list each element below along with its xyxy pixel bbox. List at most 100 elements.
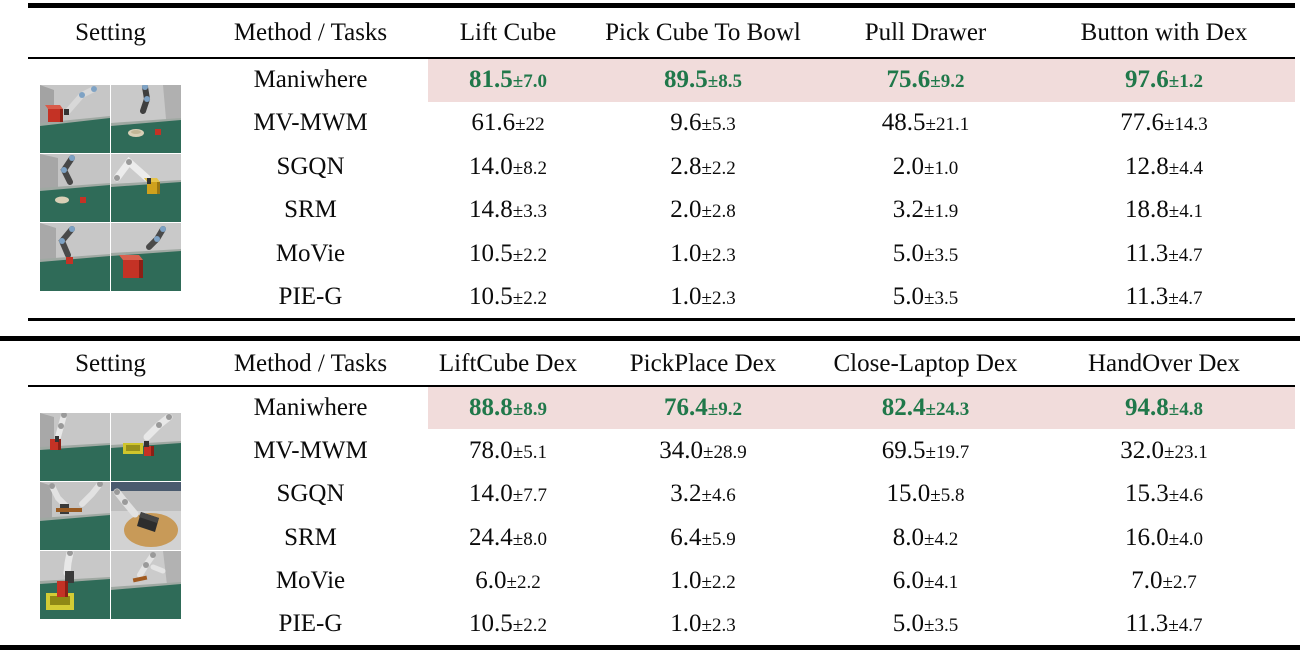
value-cell: 1.0±2.3	[588, 276, 818, 320]
value-std: ±2.3	[701, 615, 736, 637]
table-row-pie-g: PIE-G 10.5±2.2 1.0±2.3 5.0±3.5 11.3±4.7	[28, 276, 1295, 320]
header-liftcube-dex: LiftCube Dex	[428, 342, 588, 387]
value-cell: 88.8±8.9	[428, 386, 588, 430]
value-std: ±4.4	[1168, 157, 1203, 179]
value-main: 69.5	[881, 436, 926, 464]
value-std: ±4.7	[1168, 287, 1203, 309]
value-std: ±1.2	[1168, 71, 1203, 93]
value-cell: 12.8±4.4	[1033, 145, 1295, 189]
value-std: ±2.3	[701, 287, 736, 309]
value-cell: 78.0±5.1	[428, 429, 588, 472]
value-std: ±2.8	[701, 201, 736, 223]
setting-thumb-grid	[28, 413, 193, 620]
method-cell: PIE-G	[278, 610, 343, 638]
robot-bowl-and-cube-scene	[111, 85, 181, 154]
method-cell: SGQN	[276, 152, 345, 180]
value-cell: 77.6±14.3	[1033, 102, 1295, 146]
value-std: ±4.8	[1168, 399, 1203, 421]
value-cell: 3.2±1.9	[818, 189, 1033, 233]
value-cell: 10.5±2.2	[428, 602, 588, 645]
setting-thumbnails-cell	[28, 58, 193, 319]
value-cell: 5.0±3.5	[818, 276, 1033, 320]
value-main: 89.5	[664, 66, 708, 94]
results-table-arm-tasks: Setting Method / Tasks Lift Cube Pick Cu…	[28, 3, 1295, 321]
robot-cube-in-yellow-box-scene	[40, 551, 110, 620]
value-main: 9.6	[670, 109, 702, 137]
value-std: ±5.9	[701, 528, 736, 550]
value-main: 14.8	[469, 196, 513, 224]
value-cell: 9.6±5.3	[588, 102, 818, 146]
method-cell: MoVie	[275, 239, 346, 267]
value-std: ±4.0	[1168, 528, 1203, 550]
value-main: 10.5	[469, 239, 513, 267]
value-cell: 94.8±4.8	[1033, 386, 1295, 430]
table-row-mv-mwm: MV-MWM 78.0±5.1 34.0±28.9 69.5±19.7 32.0…	[28, 429, 1295, 472]
table-row-sgqn: SGQN 14.0±7.7 3.2±4.6 15.0±5.8 15.3±4.6	[28, 473, 1295, 516]
value-cell: 61.6±22	[428, 102, 588, 146]
value-main: 15.0	[886, 480, 931, 508]
robot-yellow-tray-cube-scene	[111, 413, 181, 482]
value-main: 7.0	[1131, 566, 1163, 594]
value-cell: 34.0±28.9	[588, 429, 818, 472]
value-cell: 5.0±3.5	[818, 602, 1033, 645]
robot-large-red-cube-scene	[111, 223, 181, 292]
table-row-movie: MoVie 6.0±2.2 1.0±2.2 6.0±4.1 7.0±2.7	[28, 559, 1295, 602]
value-main: 2.0	[670, 196, 702, 224]
method-cell: SRM	[284, 523, 337, 551]
value-cell: 48.5±21.1	[818, 102, 1033, 146]
value-std: ±4.6	[701, 485, 736, 507]
value-cell: 82.4±24.3	[818, 386, 1033, 430]
value-cell: 7.0±2.7	[1033, 559, 1295, 602]
value-cell: 18.8±4.1	[1033, 189, 1295, 233]
value-std: ±2.2	[512, 287, 547, 309]
value-std: ±7.7	[512, 485, 547, 507]
robot-lift-red-cube-scene	[40, 85, 110, 154]
header-pull-drawer: Pull Drawer	[818, 5, 1033, 59]
value-main: 15.3	[1125, 480, 1169, 508]
method-cell: SGQN	[276, 480, 345, 508]
value-std: ±19.7	[925, 441, 970, 463]
value-main: 75.6	[886, 66, 931, 94]
header-method-tasks: Method / Tasks	[193, 342, 428, 387]
value-main: 1.0	[670, 282, 702, 310]
value-cell: 97.6±1.2	[1033, 58, 1295, 102]
value-main: 14.0	[469, 480, 513, 508]
table-row-maniwhere: Maniwhere 88.8±8.9 76.4±9.2 82.4±24.3 94…	[28, 386, 1295, 620]
method-cell: SRM	[284, 196, 337, 224]
header-lift-cube: Lift Cube	[428, 5, 588, 59]
value-std: ±4.6	[1168, 485, 1203, 507]
results-table-dex-tasks: Setting Method / Tasks LiftCube Dex Pick…	[28, 342, 1295, 646]
value-std: ±4.2	[924, 528, 959, 550]
value-main: 81.5	[469, 66, 513, 94]
value-main: 34.0	[659, 436, 704, 464]
value-std: ±28.9	[703, 441, 747, 463]
table-row-mv-mwm: MV-MWM 61.6±22 9.6±5.3 48.5±21.1 77.6±14…	[28, 102, 1295, 146]
value-std: ±4.7	[1168, 615, 1203, 637]
value-main: 16.0	[1125, 523, 1169, 551]
value-std: ±4.7	[1168, 244, 1203, 266]
value-main: 5.0	[892, 610, 925, 638]
value-std: ±5.1	[512, 441, 547, 463]
value-cell: 2.0±2.8	[588, 189, 818, 233]
value-cell: 14.0±7.7	[428, 473, 588, 516]
header-close-laptop-dex: Close-Laptop Dex	[818, 342, 1033, 387]
value-std: ±3.5	[924, 244, 959, 266]
value-std: ±1.9	[924, 201, 959, 223]
value-cell: 3.2±4.6	[588, 473, 818, 516]
method-cell: PIE-G	[278, 282, 343, 310]
value-std: ±8.0	[512, 528, 547, 550]
value-main: 1.0	[670, 610, 702, 638]
header-setting: Setting	[28, 5, 193, 59]
value-cell: 1.0±2.3	[588, 232, 818, 276]
value-cell: 2.8±2.2	[588, 145, 818, 189]
value-std: ±3.5	[924, 287, 959, 309]
header-button-with-dex: Button with Dex	[1033, 5, 1295, 59]
value-main: 1.0	[670, 566, 702, 594]
robot-cube-table-edge-scene	[40, 413, 110, 482]
robot-reach-small-cube-scene	[40, 223, 110, 292]
value-main: 6.0	[892, 566, 925, 594]
value-main: 10.5	[469, 282, 513, 310]
header-setting: Setting	[28, 342, 193, 387]
value-std: ±9.2	[707, 399, 742, 421]
value-main: 12.8	[1125, 152, 1169, 180]
